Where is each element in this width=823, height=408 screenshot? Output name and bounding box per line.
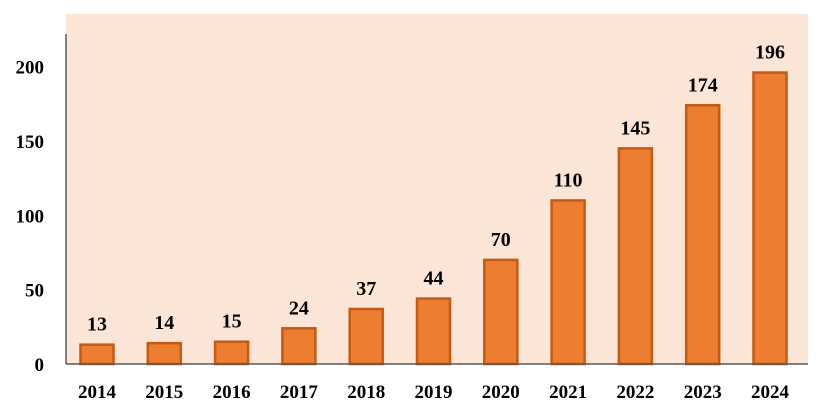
data-label: 44 (424, 268, 444, 290)
bar (415, 297, 452, 366)
data-label: 196 (755, 42, 785, 64)
data-label: 14 (154, 312, 174, 334)
x-tick-label: 2017 (280, 382, 319, 403)
x-tick-label: 2016 (213, 382, 251, 403)
y-tick-label: 150 (16, 132, 45, 153)
data-label: 145 (620, 117, 650, 139)
bar (281, 327, 317, 366)
data-label: 174 (688, 74, 718, 96)
bar (550, 199, 586, 366)
data-label: 37 (356, 278, 376, 300)
bar (684, 104, 721, 366)
data-label: 15 (222, 311, 242, 333)
x-tick-label: 2015 (145, 382, 183, 403)
x-tick-label: 2024 (751, 382, 790, 403)
x-tick-label: 2021 (549, 382, 587, 403)
bar (483, 258, 519, 366)
y-tick-label: 50 (25, 281, 44, 302)
y-tick-label: 200 (16, 58, 45, 79)
y-tick-label: 0 (35, 355, 45, 376)
x-tick-label: 2014 (78, 382, 117, 403)
data-label: 110 (554, 169, 583, 191)
bar (79, 343, 115, 366)
bar (752, 71, 788, 366)
x-tick-label: 2020 (482, 382, 520, 403)
x-tick-label: 2018 (347, 382, 385, 403)
data-label: 70 (491, 229, 511, 251)
x-axis-ticks: 2014 2015 2016 2017 2018 2019 2020 2021 2022 2023… (78, 382, 790, 403)
bar (213, 340, 250, 366)
data-label: 13 (87, 314, 107, 336)
data-labels: 13 14 15 24 37 44 70 110 145 174 196 (87, 42, 785, 336)
data-label: 24 (289, 297, 309, 319)
x-tick-label: 2019 (415, 382, 453, 403)
x-tick-label: 2023 (684, 382, 722, 403)
y-axis-ticks: 0 50 100 150 200 (16, 58, 45, 376)
x-tick-label: 2022 (616, 382, 654, 403)
bar (617, 147, 654, 366)
y-tick-label: 100 (16, 206, 45, 227)
bar (348, 307, 384, 366)
bar (146, 341, 183, 366)
